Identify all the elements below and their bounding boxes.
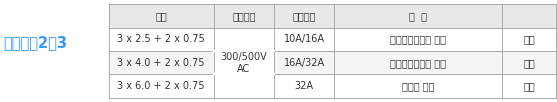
Text: 充电桩 输出: 充电桩 输出 bbox=[402, 81, 434, 91]
Bar bbox=[109, 74, 214, 98]
Bar bbox=[335, 51, 502, 74]
Text: 300/500V
AC: 300/500V AC bbox=[221, 52, 267, 74]
Text: 单相: 单相 bbox=[523, 81, 535, 91]
Bar bbox=[335, 28, 502, 51]
Text: 3 x 2.5 + 2 x 0.75: 3 x 2.5 + 2 x 0.75 bbox=[118, 34, 205, 44]
Text: 3 x 6.0 + 2 x 0.75: 3 x 6.0 + 2 x 0.75 bbox=[118, 81, 205, 91]
Text: 10A/16A: 10A/16A bbox=[284, 34, 325, 44]
Text: 单相: 单相 bbox=[523, 58, 535, 68]
Bar bbox=[214, 28, 274, 98]
Bar bbox=[214, 51, 274, 74]
Bar bbox=[274, 74, 335, 98]
Bar bbox=[274, 28, 335, 51]
Bar bbox=[109, 4, 214, 28]
Bar bbox=[274, 51, 335, 74]
Text: 充电盒、充电桩 输出: 充电盒、充电桩 输出 bbox=[390, 58, 446, 68]
Bar bbox=[214, 4, 274, 28]
Bar bbox=[214, 28, 274, 51]
Bar bbox=[274, 4, 335, 28]
Text: 额定电压: 额定电压 bbox=[232, 11, 256, 21]
Bar bbox=[109, 51, 214, 74]
Text: 3 x 4.0 + 2 x 0.75: 3 x 4.0 + 2 x 0.75 bbox=[118, 58, 205, 68]
Text: 充电盒、充电桩 输出: 充电盒、充电桩 输出 bbox=[390, 34, 446, 44]
Bar bbox=[214, 74, 274, 98]
Text: 32A: 32A bbox=[295, 81, 314, 91]
Text: 单相: 单相 bbox=[523, 34, 535, 44]
Bar bbox=[335, 74, 502, 98]
Text: 应  用: 应 用 bbox=[409, 11, 427, 21]
Text: 规格: 规格 bbox=[155, 11, 167, 21]
Text: 充电模式2、3: 充电模式2、3 bbox=[3, 35, 67, 50]
Bar bbox=[502, 74, 556, 98]
Bar bbox=[109, 28, 214, 51]
Text: 16A/32A: 16A/32A bbox=[284, 58, 325, 68]
Bar bbox=[502, 51, 556, 74]
Bar bbox=[502, 4, 556, 28]
Bar bbox=[335, 4, 502, 28]
Bar bbox=[502, 28, 556, 51]
Text: 额定电流: 额定电流 bbox=[292, 11, 316, 21]
